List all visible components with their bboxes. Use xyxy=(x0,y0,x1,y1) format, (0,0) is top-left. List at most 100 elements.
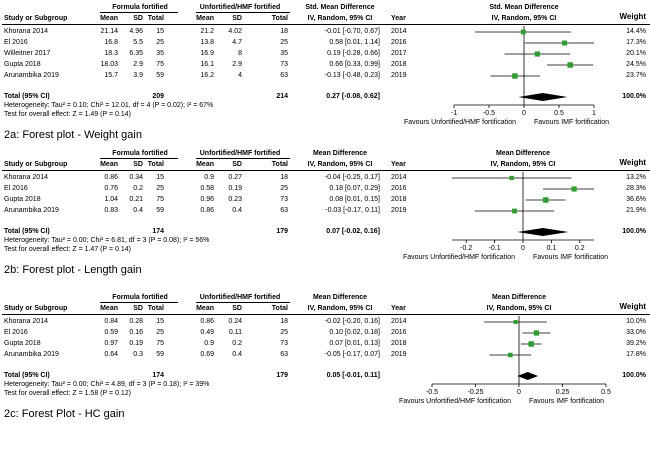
plot-sub-header: IV, Random, 95% CI xyxy=(491,15,557,22)
mean1-cell: 18.3 xyxy=(104,50,118,57)
year-cell: 2019 xyxy=(391,351,407,358)
sd1-header: SD xyxy=(133,15,143,22)
group2-header: Unfortified/HMF fortified xyxy=(199,4,281,11)
study-header: Study or Subgroup xyxy=(4,161,68,168)
study-name: Arunambika 2019 xyxy=(4,351,59,358)
group1-header-rule xyxy=(100,158,178,159)
year-cell: 2017 xyxy=(391,50,407,57)
group1-header: Formula fortified xyxy=(112,150,168,157)
favours-left-label: Favours Unfortified/HMF fortification xyxy=(404,119,516,126)
mean1-cell: 0.86 xyxy=(104,174,118,181)
total2-cell: 18 xyxy=(280,174,288,181)
panel-caption: 2a: Forest plot - Weight gain xyxy=(4,129,142,141)
weight-cell: 21.9% xyxy=(626,207,646,214)
mean1-cell: 0.84 xyxy=(104,318,118,325)
sd2-header: SD xyxy=(232,15,242,22)
sd1-cell: 5.5 xyxy=(133,39,143,46)
mean2-cell: 16.1 xyxy=(200,61,214,68)
mean2-cell: 16.9 xyxy=(200,50,214,57)
effect-ci-cell: -0.01 [-0.70, 0.67] xyxy=(324,28,380,35)
mean1-cell: 0.64 xyxy=(104,351,118,358)
weight-cell: 17.8% xyxy=(626,351,646,358)
weight-cell: 24.5% xyxy=(626,61,646,68)
year-cell: 2016 xyxy=(391,185,407,192)
total2-cell: 25 xyxy=(280,329,288,336)
sd1-header: SD xyxy=(133,305,143,312)
year-cell: 2018 xyxy=(391,196,407,203)
total1-cell: 15 xyxy=(156,28,164,35)
x-axis-tick-label: 0.5 xyxy=(554,110,564,117)
sd2-header: SD xyxy=(232,305,242,312)
header-rule xyxy=(2,314,650,315)
header-rule xyxy=(2,170,650,171)
total2-header: Total xyxy=(271,15,288,22)
sd1-cell: 3.9 xyxy=(133,72,143,79)
study-name: Gupta 2018 xyxy=(4,61,41,68)
sd2-cell: 0.11 xyxy=(228,329,242,336)
mean2-cell: 0.9 xyxy=(204,174,214,181)
sd1-cell: 0.19 xyxy=(129,340,143,347)
total2-header: Total xyxy=(271,161,288,168)
total-ci-value: 0.05 [-0.01, 0.11] xyxy=(326,372,380,379)
study-header: Study or Subgroup xyxy=(4,15,68,22)
effect-ci-cell: 0.10 [0.02, 0.18] xyxy=(329,329,380,336)
header-rule xyxy=(2,24,650,25)
total2-header: Total xyxy=(271,305,288,312)
x-axis-tick-label: -0.5 xyxy=(426,389,438,396)
mean1-header: Mean xyxy=(100,161,118,168)
x-axis-tick-label: 0 xyxy=(517,389,521,396)
group2-header-rule xyxy=(196,158,290,159)
mean2-cell: 16.2 xyxy=(200,72,214,79)
weight-cell: 13.2% xyxy=(626,174,646,181)
forest-panel-2c: Formula fortified Unfortified/HMF fortifi… xyxy=(0,290,650,434)
effect-ci-cell: -0.04 [-0.25, 0.17] xyxy=(324,174,380,181)
total1-value: 174 xyxy=(152,372,164,379)
total1-cell: 15 xyxy=(156,174,164,181)
effect-ci-cell: -0.13 [-0.48, 0.23] xyxy=(324,72,380,79)
x-axis-tick-label: -1 xyxy=(451,110,457,117)
sd2-cell: 4 xyxy=(238,72,242,79)
study-name: Willeitner 2017 xyxy=(4,50,51,57)
total2-cell: 63 xyxy=(280,351,288,358)
forest-plot-2b: -0.2 -0.1 0 0.1 0.2 Favours Unfortified/HMF f… xyxy=(403,172,608,261)
weight-header: Weight xyxy=(619,158,646,167)
year-header: Year xyxy=(391,15,406,22)
sd1-cell: 0.28 xyxy=(129,318,143,325)
total1-cell: 25 xyxy=(156,185,164,192)
group2-header: Unfortified/HMF fortified xyxy=(199,150,281,157)
mean1-cell: 0.97 xyxy=(104,340,118,347)
forest-plot-2a: -1 -0.5 0 0.5 1 Favours Unfortified/HMF forti… xyxy=(404,26,609,126)
total1-cell: 25 xyxy=(156,39,164,46)
total2-cell: 25 xyxy=(280,39,288,46)
sd2-cell: 0.19 xyxy=(228,185,242,192)
mean1-cell: 0.59 xyxy=(104,329,118,336)
group1-header: Formula fortified xyxy=(112,294,168,301)
study-name: Arunambika 2019 xyxy=(4,72,59,79)
group1-header-rule xyxy=(100,302,178,303)
total2-value: 214 xyxy=(276,93,288,100)
sd2-cell: 0.27 xyxy=(228,174,242,181)
sd1-cell: 0.3 xyxy=(133,351,143,358)
study-point-marker xyxy=(512,208,517,214)
mean2-cell: 0.49 xyxy=(200,329,214,336)
favours-left-label: Favours Unfortified/HMF fortification xyxy=(403,254,515,261)
plot-title: Mean Difference xyxy=(491,294,547,301)
panel-caption: 2c: Forest Plot - HC gain xyxy=(4,408,125,420)
mean1-cell: 0.76 xyxy=(104,185,118,192)
total2-cell: 63 xyxy=(280,207,288,214)
group1-header-rule xyxy=(100,12,178,13)
weight-cell: 36.6% xyxy=(626,196,646,203)
total1-header: Total xyxy=(147,161,164,168)
mean2-cell: 0.9 xyxy=(204,340,214,347)
study-point-marker xyxy=(520,29,526,35)
total1-cell: 59 xyxy=(156,207,164,214)
effect-sub-header: IV, Random, 95% CI xyxy=(307,161,373,168)
sd1-cell: 0.21 xyxy=(129,196,143,203)
mean2-cell: 0.69 xyxy=(200,351,214,358)
effect-ci-cell: -0.05 [-0.17, 0.07] xyxy=(324,351,380,358)
study-point-marker xyxy=(513,319,518,325)
heterogeneity-text: Heterogeneity: Tau² = 0.00; Chi² = 6.81,… xyxy=(4,237,210,244)
x-axis-tick-label: 0.25 xyxy=(556,389,570,396)
plot-sub-header: IV, Random, 95% CI xyxy=(490,161,556,168)
weight-cell: 28.3% xyxy=(626,185,646,192)
